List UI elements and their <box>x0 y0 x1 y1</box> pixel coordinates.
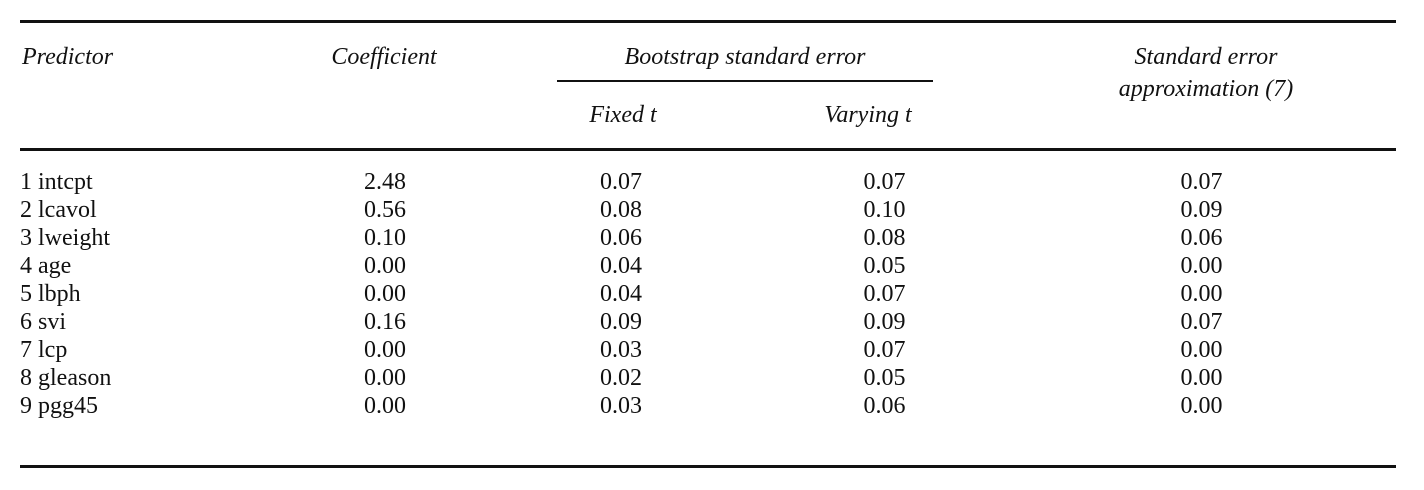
cell-se-approx: 0.00 <box>1180 365 1223 391</box>
cell-varying-t: 0.07 <box>863 281 906 307</box>
table-row: 2 lcavol 0.56 0.08 0.10 0.09 <box>20 196 1396 224</box>
cell-se-approx: 0.00 <box>1180 253 1223 279</box>
cell-fixed-t: 0.03 <box>600 337 642 363</box>
cell-predictor: 4 age <box>20 253 72 279</box>
cell-predictor: 9 pgg45 <box>20 393 98 419</box>
cell-se-approx: 0.07 <box>1180 309 1223 335</box>
cell-fixed-t: 0.02 <box>600 365 642 391</box>
bootstrap-span-rule <box>557 80 933 82</box>
cell-fixed-t: 0.06 <box>600 225 642 251</box>
cell-se-approx: 0.09 <box>1180 197 1223 223</box>
cell-coefficient: 0.00 <box>364 393 406 419</box>
cell-fixed-t: 0.04 <box>600 253 642 279</box>
table-row: 4 age 0.00 0.04 0.05 0.00 <box>20 252 1396 280</box>
cell-varying-t: 0.07 <box>863 337 906 363</box>
cell-fixed-t: 0.09 <box>600 309 642 335</box>
table-row: 7 lcp 0.00 0.03 0.07 0.00 <box>20 336 1396 364</box>
cell-predictor: 2 lcavol <box>20 197 97 223</box>
table-row: 6 svi 0.16 0.09 0.09 0.07 <box>20 308 1396 336</box>
cell-predictor: 7 lcp <box>20 337 68 363</box>
cell-se-approx: 0.00 <box>1180 393 1223 419</box>
cell-coefficient: 0.00 <box>364 337 406 363</box>
cell-coefficient: 0.00 <box>364 365 406 391</box>
table-row: 9 pgg45 0.00 0.03 0.06 0.00 <box>20 392 1396 420</box>
cell-coefficient: 0.16 <box>364 309 406 335</box>
table-top-rule <box>20 20 1396 23</box>
cell-predictor: 1 intcpt <box>20 169 93 195</box>
cell-predictor: 5 lbph <box>20 281 81 307</box>
header-predictor: Predictor <box>22 44 114 70</box>
table-row: 5 lbph 0.00 0.04 0.07 0.00 <box>20 280 1396 308</box>
cell-varying-t: 0.09 <box>863 309 906 335</box>
cell-varying-t: 0.05 <box>863 365 906 391</box>
cell-predictor: 3 lweight <box>20 225 110 251</box>
cell-se-approx: 0.07 <box>1180 169 1223 195</box>
cell-se-approx: 0.00 <box>1180 337 1223 363</box>
cell-fixed-t: 0.04 <box>600 281 642 307</box>
table-bottom-rule <box>20 465 1396 468</box>
cell-se-approx: 0.06 <box>1180 225 1223 251</box>
cell-fixed-t: 0.07 <box>600 169 642 195</box>
cell-coefficient: 0.00 <box>364 281 406 307</box>
cell-se-approx: 0.00 <box>1180 281 1223 307</box>
cell-varying-t: 0.06 <box>863 393 906 419</box>
cell-coefficient: 0.56 <box>364 197 406 223</box>
results-table: Predictor Coefficient Bootstrap standard… <box>20 0 1396 490</box>
table-body: 1 intcpt 2.48 0.07 0.07 0.07 2 lcavol 0.56 0.08… <box>20 168 1396 420</box>
table-row: 3 lweight 0.10 0.06 0.08 0.06 <box>20 224 1396 252</box>
cell-fixed-t: 0.03 <box>600 393 642 419</box>
cell-varying-t: 0.05 <box>863 253 906 279</box>
header-coefficient: Coefficient <box>331 44 437 70</box>
cell-varying-t: 0.08 <box>863 225 906 251</box>
table-header-rule <box>20 148 1396 151</box>
cell-fixed-t: 0.08 <box>600 197 642 223</box>
cell-predictor: 6 svi <box>20 309 67 335</box>
table-row: 8 gleason 0.00 0.02 0.05 0.00 <box>20 364 1396 392</box>
cell-varying-t: 0.10 <box>863 197 906 223</box>
cell-coefficient: 2.48 <box>364 169 406 195</box>
header-fixed-t: Fixed t <box>589 102 657 128</box>
cell-predictor: 8 gleason <box>20 365 112 391</box>
cell-coefficient: 0.00 <box>364 253 406 279</box>
header-se-approx-line2: approximation (7) <box>1118 76 1294 102</box>
header-bootstrap-standard-error: Bootstrap standard error <box>624 44 866 70</box>
header-se-approx-line1: Standard error <box>1134 44 1278 70</box>
header-varying-t: Varying t <box>824 102 912 128</box>
cell-varying-t: 0.07 <box>863 169 906 195</box>
cell-coefficient: 0.10 <box>364 225 406 251</box>
table-row: 1 intcpt 2.48 0.07 0.07 0.07 <box>20 168 1396 196</box>
